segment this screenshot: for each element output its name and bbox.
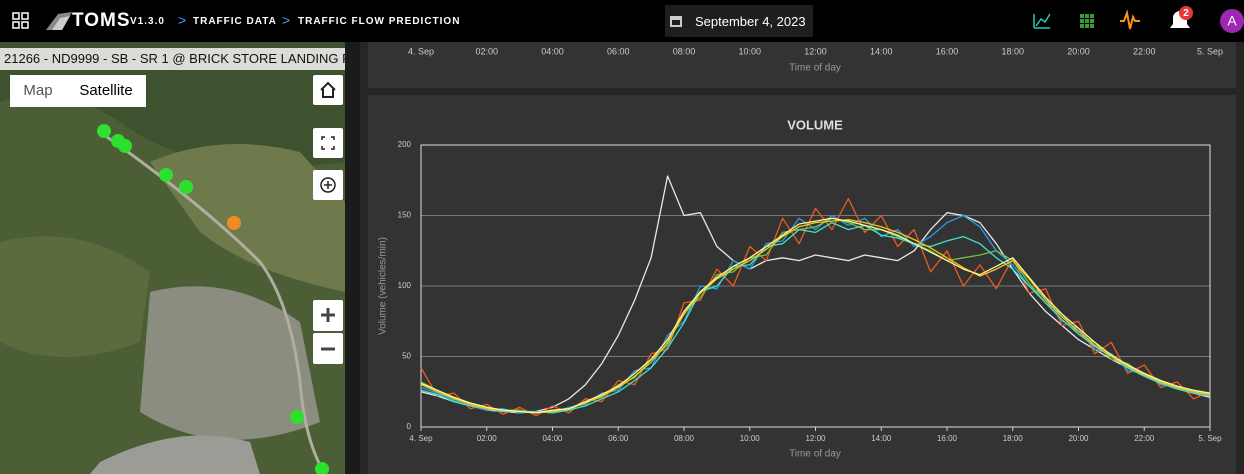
y-tick-label: 100 (398, 281, 412, 290)
x-tick-label: 06:00 (608, 434, 629, 443)
date: September 4, 2023 (695, 14, 806, 29)
x-tick-label: 16:00 (937, 434, 958, 443)
x-tick-label: 08:00 (673, 46, 696, 56)
x-tick-label: 5. Sep (1198, 434, 1222, 443)
notification-count: 2 (1183, 8, 1189, 19)
series-line (420, 221, 1211, 414)
top-panel (368, 42, 1236, 88)
x-axis-title: Time of day (789, 449, 841, 460)
x-tick-label: 04:00 (542, 434, 563, 443)
locate-button[interactable] (313, 170, 343, 200)
chart-icon[interactable] (1033, 13, 1051, 29)
x-tick-label: 02:00 (475, 46, 498, 56)
chart-area: VOLUME Volume (vehicles/min) Time of day… (368, 42, 1236, 474)
badge (1179, 6, 1193, 20)
breadcrumb[interactable]: TRAFFIC DATA (193, 16, 277, 27)
home-button[interactable] (313, 75, 343, 105)
breadcrumb[interactable]: TRAFFIC FLOW PREDICTION (298, 16, 461, 27)
app-name: TOMS (72, 10, 131, 31)
header: TOMS V1.3.0 > TRAFFIC DATA > TRAFFIC FLO… (0, 0, 1244, 42)
x-tick-label: 02:00 (477, 434, 498, 443)
y-tick-label: 150 (398, 211, 412, 220)
splitter (345, 42, 360, 474)
x-tick-label: 10:00 (740, 434, 761, 443)
version: V1.3.0 (130, 16, 165, 27)
y-axis-title: Volume (vehicles/min) (378, 237, 389, 335)
chevron: > (178, 12, 187, 28)
x-tick-label: 08:00 (674, 434, 695, 443)
wave-icon[interactable] (1120, 9, 1140, 30)
y-tick-label: 200 (398, 140, 412, 149)
zoom-out[interactable] (313, 333, 343, 364)
x-tick-label: 20:00 (1068, 434, 1089, 443)
x-tick-label: 20:00 (1067, 46, 1090, 56)
station-select[interactable]: 21266 - ND9999 - SB - SR 1 @ BRICK STORE… (0, 48, 345, 70)
chart-panel (368, 95, 1236, 474)
x-tick-label: 22:00 (1134, 434, 1155, 443)
x-tick-label: 5. Sep (1197, 46, 1223, 56)
x-tick-label: 04:00 (541, 46, 564, 56)
zoom-in[interactable] (313, 300, 343, 331)
series-line (420, 175, 1211, 414)
map-type-button[interactable]: Map (10, 75, 66, 107)
x-axis-title: Time of day (789, 63, 841, 74)
apps-icon[interactable] (12, 12, 30, 30)
map[interactable] (0, 42, 345, 474)
x-tick-label: 4. Sep (409, 434, 433, 443)
logo (46, 12, 72, 30)
fullscreen-button[interactable] (313, 128, 343, 158)
x-tick-label: 14:00 (870, 46, 893, 56)
x-tick-label: 16:00 (936, 46, 959, 56)
x-tick-label: 10:00 (738, 46, 761, 56)
avatar-letter: A (1227, 13, 1237, 29)
x-tick-label: 4. Sep (408, 46, 434, 56)
x-tick-label: 22:00 (1133, 46, 1156, 56)
y-tick-label: 0 (407, 422, 412, 431)
grid-icon[interactable] (1080, 14, 1094, 28)
date-picker[interactable]: September 4, 2023 (665, 5, 813, 37)
calendar-icon (670, 16, 682, 27)
x-tick-label: 12:00 (804, 46, 827, 56)
avatar[interactable] (1220, 9, 1244, 33)
x-tick-label: 14:00 (871, 434, 892, 443)
x-tick-label: 18:00 (1003, 434, 1024, 443)
map-type-button[interactable]: Satellite (66, 75, 146, 107)
series-line (420, 219, 1211, 414)
series-line (420, 197, 1211, 417)
x-tick-label: 12:00 (805, 434, 826, 443)
x-tick-label: 18:00 (1001, 46, 1024, 56)
series-line (420, 217, 1211, 414)
x-tick-label: 06:00 (607, 46, 630, 56)
toolbar-icons: 2 A (1033, 6, 1244, 33)
chevron: > (282, 12, 291, 28)
chart-title: VOLUME (787, 117, 843, 132)
map-panel: 21266 - ND9999 - SB - SR 1 @ BRICK STORE… (0, 42, 345, 474)
y-tick-label: 50 (402, 352, 411, 361)
station-name: 21266 - ND9999 - SB - SR 1 @ BRICK STORE… (4, 51, 345, 66)
